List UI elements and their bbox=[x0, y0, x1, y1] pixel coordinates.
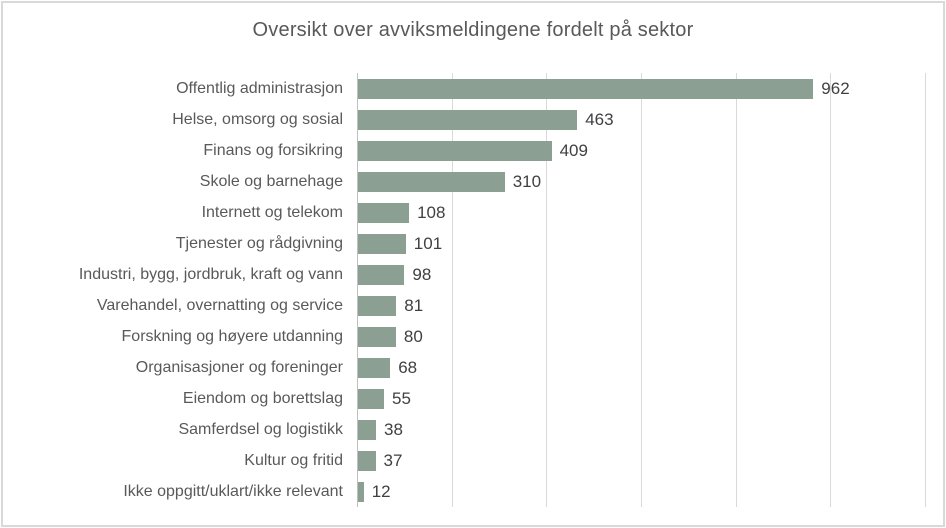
category-label: Samferdsel og logistikk bbox=[178, 421, 343, 438]
value-gridline bbox=[735, 73, 737, 507]
bar bbox=[358, 295, 397, 316]
value-label: 962 bbox=[821, 79, 850, 98]
category-label: Industri, bygg, jordbruk, kraft og vann bbox=[78, 266, 343, 283]
plot-area: 962 463 409 310 108 101 98 81 80 68 55 38 37 12 bbox=[357, 73, 926, 507]
bar bbox=[358, 264, 405, 285]
value-label: 409 bbox=[559, 141, 588, 160]
value-label: 310 bbox=[512, 172, 542, 191]
category-label: Skole og barnehage bbox=[199, 173, 343, 190]
category-label: Helse, omsorg og sosial bbox=[172, 111, 343, 128]
bar bbox=[358, 357, 391, 378]
category-label: Kultur og fritid bbox=[244, 452, 343, 469]
chart-title: Oversikt over avviksmeldingene fordelt p… bbox=[252, 19, 694, 41]
bar bbox=[358, 450, 376, 471]
category-label: Ikke oppgitt/uklart/ikke relevant bbox=[123, 483, 343, 500]
category-label: Eiendom og borettslag bbox=[182, 390, 343, 407]
value-label: 98 bbox=[412, 265, 432, 284]
category-label: Forskning og høyere utdanning bbox=[121, 328, 343, 345]
bar bbox=[358, 140, 552, 161]
value-label: 68 bbox=[398, 358, 418, 377]
value-label: 38 bbox=[384, 420, 403, 439]
category-label: Finans og forsikring bbox=[203, 142, 343, 159]
bar bbox=[358, 78, 814, 99]
value-label: 12 bbox=[371, 482, 391, 501]
category-label: Varehandel, overnatting og service bbox=[96, 297, 343, 314]
bar bbox=[358, 388, 384, 409]
bar bbox=[358, 202, 410, 223]
value-label: 80 bbox=[403, 327, 423, 346]
value-gridline bbox=[451, 73, 453, 507]
value-label: 108 bbox=[417, 203, 446, 222]
value-label: 101 bbox=[413, 234, 443, 253]
value-label: 463 bbox=[585, 110, 614, 129]
bar bbox=[358, 233, 406, 254]
value-gridline bbox=[546, 73, 548, 507]
bar bbox=[358, 326, 396, 347]
value-gridline bbox=[830, 73, 832, 507]
category-label: Organisasjoner og foreninger bbox=[135, 359, 343, 376]
value-label: 37 bbox=[383, 451, 403, 470]
bar bbox=[358, 109, 578, 130]
bar bbox=[358, 171, 505, 192]
value-label: 55 bbox=[392, 389, 411, 408]
bar bbox=[358, 419, 376, 440]
category-axis-labels: Offentlig administrasjon Helse, omsorg og… bbox=[3, 73, 343, 507]
category-label: Tjenester og rådgivning bbox=[175, 235, 343, 252]
value-gridline bbox=[925, 73, 926, 507]
value-gridline bbox=[641, 73, 642, 507]
value-label: 81 bbox=[404, 296, 424, 315]
category-label: Internett og telekom bbox=[201, 204, 343, 221]
category-axis-line bbox=[357, 73, 358, 507]
bar bbox=[358, 481, 364, 502]
category-label: Offentlig administrasjon bbox=[176, 80, 343, 97]
